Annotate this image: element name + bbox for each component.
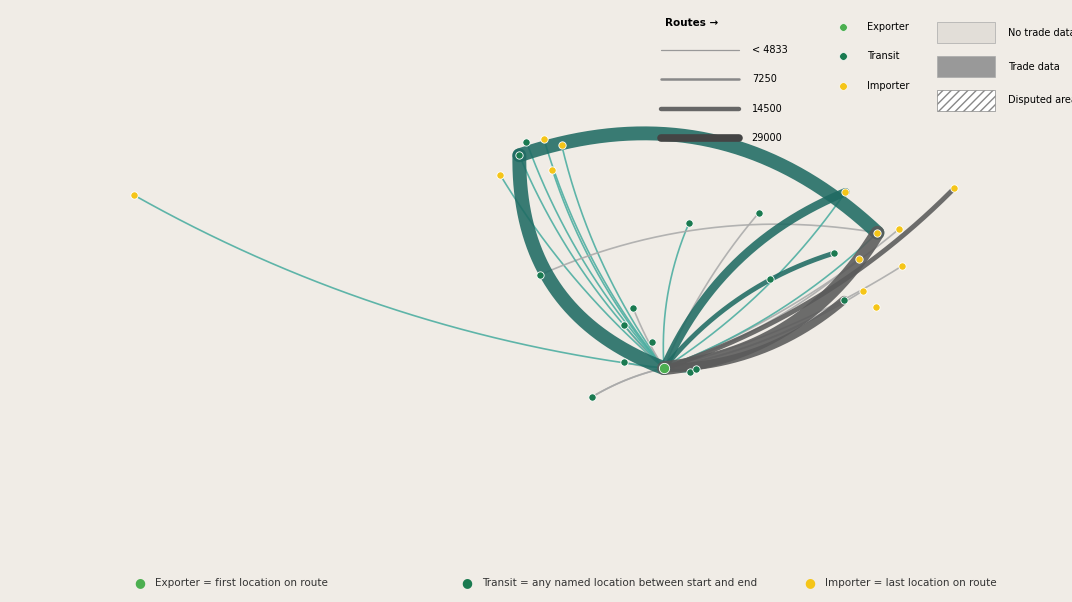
Text: 29000: 29000: [751, 133, 783, 143]
Text: Exporter: Exporter: [867, 22, 909, 31]
Text: ●: ●: [461, 576, 472, 589]
Text: No trade data: No trade data: [1008, 28, 1072, 38]
Text: Disputed area: Disputed area: [1008, 95, 1072, 105]
Text: ●: ●: [804, 576, 815, 589]
Text: 14500: 14500: [751, 104, 783, 114]
Point: [492, 170, 509, 179]
Point: [762, 274, 779, 284]
Point: [868, 302, 885, 311]
Point: [834, 22, 851, 31]
Text: Importer = last location on route: Importer = last location on route: [825, 578, 997, 588]
Point: [518, 137, 535, 146]
Point: [510, 150, 527, 160]
Point: [946, 184, 963, 193]
Point: [681, 367, 698, 376]
Point: [834, 51, 851, 61]
Point: [532, 270, 549, 280]
Point: [583, 392, 600, 402]
Point: [854, 286, 872, 296]
Point: [837, 187, 854, 197]
Point: [835, 295, 852, 305]
FancyBboxPatch shape: [937, 22, 995, 43]
Point: [825, 249, 843, 258]
Point: [625, 303, 642, 313]
Text: Transit = any named location between start and end: Transit = any named location between sta…: [482, 578, 768, 588]
Point: [834, 81, 851, 90]
Point: [535, 134, 552, 144]
Point: [125, 190, 143, 200]
Text: Exporter = first location on route: Exporter = first location on route: [155, 578, 338, 588]
Text: Transit: Transit: [867, 51, 899, 61]
Point: [681, 219, 698, 228]
Point: [553, 140, 570, 149]
FancyBboxPatch shape: [937, 90, 995, 111]
Point: [750, 208, 768, 217]
Text: Routes →: Routes →: [665, 18, 718, 28]
Point: [644, 337, 661, 346]
Point: [850, 254, 867, 264]
Point: [544, 165, 561, 175]
Point: [615, 320, 632, 329]
Point: [869, 228, 887, 238]
FancyBboxPatch shape: [937, 56, 995, 77]
Point: [687, 364, 704, 374]
Text: Importer: Importer: [867, 81, 910, 90]
Point: [655, 363, 672, 373]
Text: 7250: 7250: [751, 74, 776, 84]
Point: [615, 358, 632, 367]
Point: [891, 224, 908, 234]
Text: Trade data: Trade data: [1008, 61, 1059, 72]
Point: [894, 261, 911, 270]
Text: ●: ●: [134, 576, 145, 589]
Text: < 4833: < 4833: [751, 45, 788, 55]
